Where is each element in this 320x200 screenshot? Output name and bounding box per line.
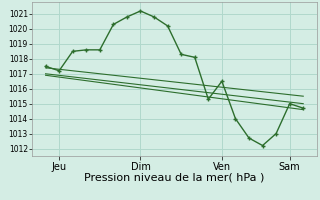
X-axis label: Pression niveau de la mer( hPa ): Pression niveau de la mer( hPa )	[84, 173, 265, 183]
